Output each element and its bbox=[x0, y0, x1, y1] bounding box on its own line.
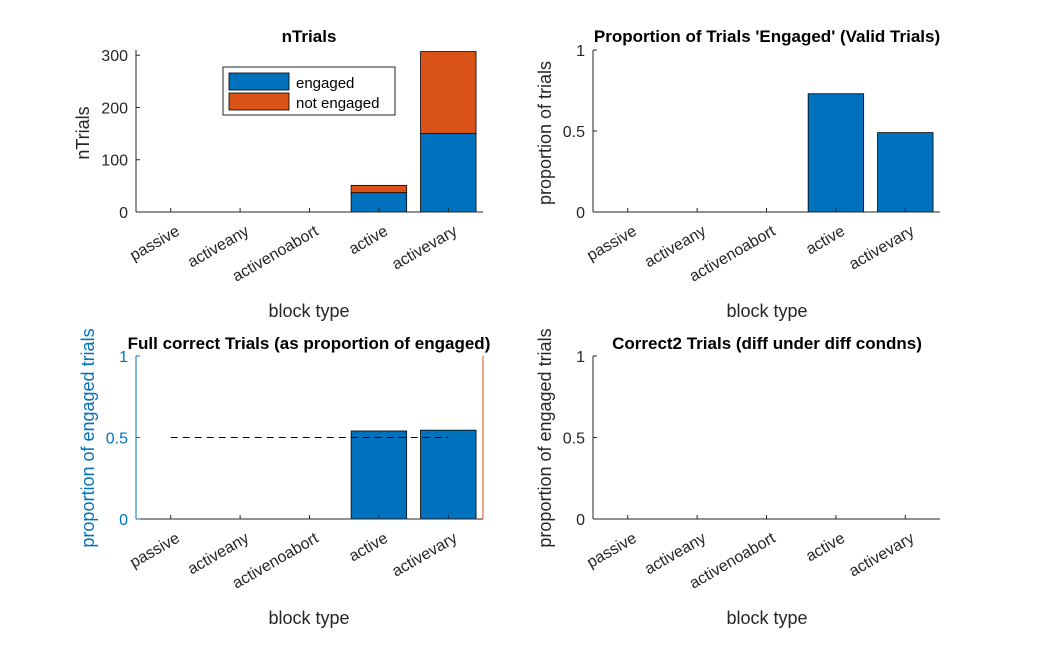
y-axis-label: proportion of engaged trials bbox=[535, 328, 555, 547]
legend-swatch-engaged bbox=[228, 72, 290, 91]
y-tick-label: 0.5 bbox=[563, 431, 585, 448]
x-tick-label: activevary bbox=[846, 223, 917, 274]
panel-full-correct: block type proportion of engaged trials … bbox=[78, 328, 484, 628]
bar-not-engaged-activevary bbox=[420, 51, 477, 135]
y-tick-label: 100 bbox=[101, 153, 128, 170]
bar-engaged-activevary bbox=[420, 133, 477, 213]
y-tick-label: 300 bbox=[101, 48, 128, 65]
x-tick-label: active bbox=[803, 223, 848, 259]
y-tick-label: 0 bbox=[119, 205, 128, 222]
y-axis-label: proportion of trials bbox=[535, 61, 555, 205]
bar-active bbox=[807, 93, 865, 213]
bars bbox=[807, 93, 934, 213]
x-tick-label: active bbox=[803, 530, 848, 566]
y-tick-label: 1 bbox=[119, 349, 128, 366]
y-tick-label: 0 bbox=[576, 205, 585, 222]
x-axis-label: block type bbox=[268, 608, 349, 628]
x-tick-label: passive bbox=[584, 223, 640, 265]
chart-title: nTrials bbox=[282, 27, 337, 46]
x-tick-label: passive bbox=[127, 530, 183, 572]
bars bbox=[350, 51, 477, 213]
panel-proportion-engaged: Proportion of Trials 'Engaged' (Valid Tr… bbox=[535, 27, 940, 321]
legend: engaged not engaged bbox=[222, 66, 396, 116]
y-tick-label: 0 bbox=[576, 512, 585, 529]
x-tick-label: passive bbox=[584, 530, 640, 572]
legend-swatch-not-engaged bbox=[228, 92, 290, 111]
x-axis-label: block type bbox=[726, 608, 807, 628]
y-tick-label: 1 bbox=[576, 349, 585, 366]
chart-title-correct2: Correct2 Trials (diff under diff condns) bbox=[612, 334, 922, 353]
bar-activevary bbox=[420, 429, 477, 520]
y-axis-label: nTrials bbox=[73, 106, 93, 159]
x-tick-label: active bbox=[346, 530, 391, 566]
y-tick-label: 0 bbox=[119, 512, 128, 529]
chart-title-full-correct: Full correct Trials (as proportion of en… bbox=[128, 334, 491, 353]
y-tick-label: 200 bbox=[101, 100, 128, 117]
y-tick-label: 1 bbox=[576, 43, 585, 60]
panel-correct2: block type proportion of engaged trials … bbox=[535, 328, 940, 628]
y-tick-label: 0.5 bbox=[563, 124, 585, 141]
x-axis-label: block type bbox=[268, 301, 349, 321]
bars bbox=[350, 429, 477, 520]
bar-not-engaged-active bbox=[350, 184, 408, 194]
legend-entry-engaged: engaged bbox=[296, 75, 354, 92]
legend-entry-not-engaged: not engaged bbox=[296, 95, 379, 112]
panel-ntrials: nTrials block type nTrials engaged not e… bbox=[73, 27, 483, 321]
x-tick-label: active bbox=[346, 223, 391, 259]
y-tick-label: 0.5 bbox=[106, 431, 128, 448]
chart-title: Proportion of Trials 'Engaged' (Valid Tr… bbox=[594, 27, 940, 46]
bar-active bbox=[350, 430, 408, 520]
y-axis-label: proportion of engaged trials bbox=[78, 328, 98, 547]
x-tick-label: activevary bbox=[389, 530, 460, 581]
x-axis-label: block type bbox=[726, 301, 807, 321]
x-tick-label: activevary bbox=[846, 530, 917, 581]
x-tick-label: passive bbox=[127, 223, 183, 265]
x-tick-label: activevary bbox=[389, 223, 460, 274]
bar-activevary bbox=[877, 132, 934, 213]
